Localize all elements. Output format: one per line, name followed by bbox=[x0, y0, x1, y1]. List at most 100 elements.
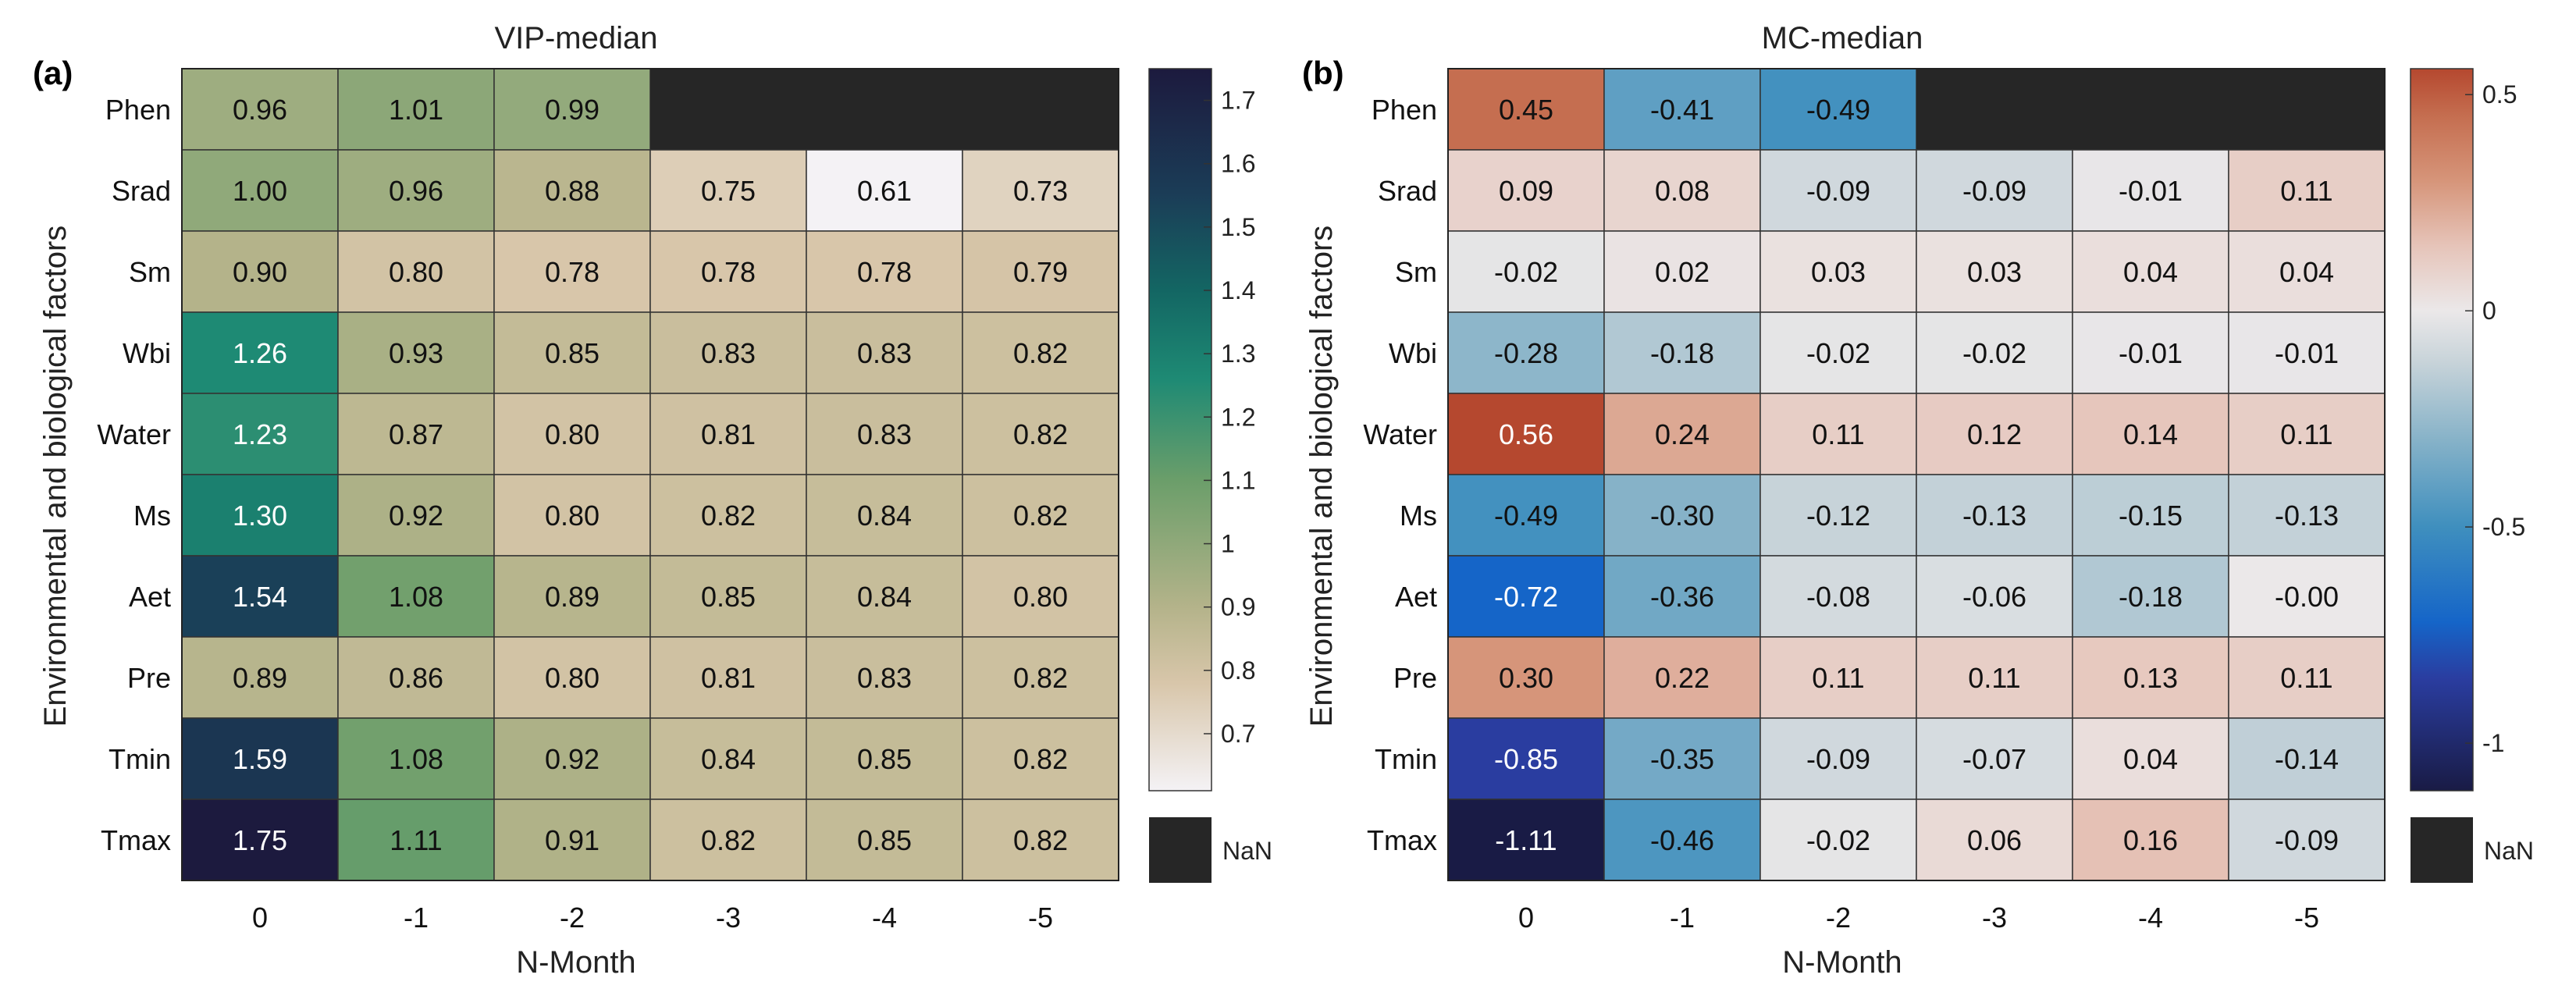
x-tick-label: -1 bbox=[1670, 902, 1695, 934]
cell-value-label: 0.12 bbox=[1967, 418, 2022, 450]
x-tick-label: 0 bbox=[1518, 902, 1534, 934]
cell-value-label: 0.83 bbox=[857, 418, 912, 450]
y-tick-label: Water bbox=[97, 418, 171, 450]
cell-value-label: 0.87 bbox=[389, 418, 443, 450]
nan-label: NaN bbox=[1222, 837, 1272, 865]
nan-swatch bbox=[1149, 817, 1212, 883]
cell-value-label: 1.30 bbox=[233, 500, 287, 532]
heatmap-cell bbox=[1759, 717, 1917, 800]
y-tick-label: Phen bbox=[105, 94, 171, 126]
cell-value-label: 0.13 bbox=[2123, 662, 2178, 694]
heatmap-cell bbox=[806, 149, 963, 232]
cell-value-label: -0.01 bbox=[2119, 337, 2183, 369]
cell-value-label: 0.82 bbox=[1013, 743, 1068, 775]
panel-b-ylabel: Environmental and biological factors bbox=[1304, 226, 1339, 727]
heatmap-cell bbox=[493, 311, 651, 394]
heatmap-cell bbox=[1447, 555, 1605, 638]
heatmap-cell bbox=[337, 311, 495, 394]
cell-value-label: 1.26 bbox=[233, 337, 287, 369]
heatmap-cell bbox=[806, 555, 963, 638]
y-tick-label: Ms bbox=[1400, 500, 1437, 532]
colorbar-tick-label: 1 bbox=[1221, 530, 1235, 558]
x-tick-label: -4 bbox=[872, 902, 897, 934]
cell-value-label: 1.54 bbox=[233, 581, 287, 613]
cell-value-label: 0.90 bbox=[233, 256, 287, 288]
heatmap-cell bbox=[1603, 230, 1761, 313]
cell-value-label: -0.02 bbox=[1806, 824, 1870, 856]
y-tick-label: Aet bbox=[1395, 581, 1437, 613]
cell-value-label: 0.80 bbox=[389, 256, 443, 288]
heatmap-cell bbox=[2228, 717, 2386, 800]
heatmap-cell bbox=[649, 636, 807, 719]
heatmap-cell bbox=[2072, 393, 2229, 475]
heatmap-cell bbox=[181, 149, 339, 232]
heatmap-cell bbox=[962, 636, 1119, 719]
cell-value-label: -0.30 bbox=[1650, 500, 1714, 532]
colorbar-tick-label: -1 bbox=[2482, 729, 2504, 757]
heatmap-cell bbox=[2072, 474, 2229, 557]
panel-b-title: MC-median bbox=[1762, 21, 1923, 55]
cell-value-label: 0.11 bbox=[1968, 662, 2020, 694]
cell-value-label: 0.78 bbox=[857, 256, 912, 288]
panel-a-cells: 0.96 1.01 0.99 1.00 0.96 0.88 0.75 0.61 0.73 0.90… bbox=[181, 68, 1119, 881]
cell-value-label: -0.09 bbox=[2275, 824, 2339, 856]
cell-value-label: -0.08 bbox=[1806, 581, 1870, 613]
cell-value-label: 0.82 bbox=[1013, 500, 1068, 532]
x-tick-label: -5 bbox=[1028, 902, 1053, 934]
heatmap-cell bbox=[181, 636, 339, 719]
heatmap-cell bbox=[337, 68, 495, 151]
cell-value-label: 0.83 bbox=[701, 337, 756, 369]
heatmap-cell bbox=[1447, 636, 1605, 719]
cell-value-label: 0.56 bbox=[1499, 418, 1553, 450]
nan-cell-block bbox=[650, 69, 1119, 150]
heatmap-cell bbox=[181, 68, 339, 151]
heatmap-cell bbox=[649, 799, 807, 881]
panel-b-colorbar: 0.5 0 -0.5 -1 NaN bbox=[2410, 68, 2534, 883]
heatmap-cell bbox=[493, 555, 651, 638]
cell-value-label: 1.59 bbox=[233, 743, 287, 775]
cell-value-label: -0.01 bbox=[2119, 175, 2183, 207]
cell-value-label: 1.08 bbox=[389, 743, 443, 775]
y-tick-label: Tmin bbox=[109, 743, 171, 775]
cell-value-label: 0.80 bbox=[545, 662, 600, 694]
heatmap-cell bbox=[493, 799, 651, 881]
colorbar-tick-label: -0.5 bbox=[2482, 513, 2525, 541]
panel-b-y-ticks: Phen Srad Sm Wbi Water Ms Aet Pre Tmin Tmax bbox=[1363, 94, 1437, 856]
heatmap-cell bbox=[1603, 393, 1761, 475]
heatmap-cell bbox=[649, 555, 807, 638]
heatmap-cell bbox=[493, 149, 651, 232]
cell-value-label: 0.30 bbox=[1499, 662, 1553, 694]
y-tick-label: Srad bbox=[1378, 175, 1437, 207]
cell-value-label: 1.11 bbox=[390, 824, 442, 856]
cell-value-label: 0.24 bbox=[1655, 418, 1710, 450]
cell-value-label: 0.11 bbox=[2280, 175, 2332, 207]
heatmap-cell bbox=[2228, 230, 2386, 313]
cell-value-label: 0.89 bbox=[545, 581, 600, 613]
heatmap-cell bbox=[649, 474, 807, 557]
colorbar-tick-label: 1.1 bbox=[1221, 466, 1255, 494]
heatmap-cell bbox=[2072, 799, 2229, 881]
cell-value-label: 0.99 bbox=[545, 94, 600, 126]
cell-value-label: 0.03 bbox=[1967, 256, 2022, 288]
cell-value-label: 0.89 bbox=[233, 662, 287, 694]
panel-a-ylabel: Environmental and biological factors bbox=[38, 226, 73, 727]
heatmap-cell bbox=[2072, 555, 2229, 638]
heatmap-frame bbox=[181, 68, 1119, 881]
cell-value-label: 0.04 bbox=[2123, 743, 2178, 775]
heatmap-cell bbox=[2228, 799, 2386, 881]
heatmap-cell bbox=[2072, 717, 2229, 800]
cell-value-label: 1.01 bbox=[389, 94, 443, 126]
y-tick-label: Phen bbox=[1372, 94, 1437, 126]
heatmap-cell bbox=[962, 393, 1119, 475]
heatmap-cell bbox=[1916, 311, 2073, 394]
cell-value-label: -0.02 bbox=[1806, 337, 1870, 369]
cell-value-label: 0.80 bbox=[545, 500, 600, 532]
heatmap-cell bbox=[1759, 311, 1917, 394]
panel-b-xlabel: N-Month bbox=[1782, 945, 1902, 980]
panel-a-y-ticks: Phen Srad Sm Wbi Water Ms Aet Pre Tmin Tmax bbox=[97, 94, 171, 856]
cell-value-label: 0.14 bbox=[2123, 418, 2178, 450]
heatmap-cell bbox=[1603, 474, 1761, 557]
cell-value-label: 0.08 bbox=[1655, 175, 1710, 207]
cell-value-label: 1.00 bbox=[233, 175, 287, 207]
